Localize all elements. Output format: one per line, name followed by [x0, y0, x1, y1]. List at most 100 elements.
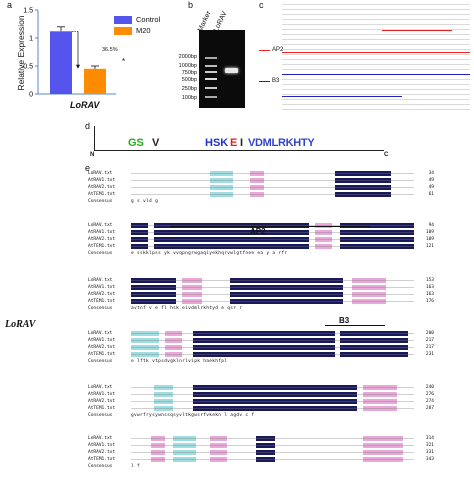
conservation-shading — [255, 449, 276, 455]
conservation-shading — [363, 456, 403, 462]
alignment-row: LoRAV.txt 200 — [88, 330, 434, 336]
conservation-shading — [334, 191, 392, 197]
conservation-shading — [150, 442, 165, 448]
alignment-row: AtRAV1.txt 217 — [88, 337, 434, 343]
marker-lane — [205, 30, 217, 108]
gel-image — [199, 30, 245, 108]
sequence-name: AtRAV2.txt — [88, 449, 116, 455]
logo-letters-v: V — [152, 137, 160, 149]
sequence-residues — [131, 337, 414, 343]
sequence-residues — [131, 236, 414, 242]
sequence-residues — [131, 344, 414, 350]
conservation-shading — [363, 449, 403, 455]
conservation-shading — [131, 344, 160, 350]
sequence-residues — [131, 170, 414, 176]
y-tick-label: 1.5 — [23, 8, 33, 15]
sequence-name: LoRAV.txt — [88, 384, 113, 390]
conservation-shading — [340, 236, 414, 242]
conservation-shading — [363, 405, 397, 411]
residue-line — [131, 172, 414, 174]
residue-line — [131, 245, 414, 247]
consensus-row: Consensus gvwrfrysywnssqsyvltkgwsrfvkekn … — [88, 412, 254, 418]
conservation-shading — [210, 184, 233, 190]
alignment-row: AtTEM1.txt 231 — [88, 351, 434, 357]
residue-position: 153 — [425, 277, 434, 283]
conservation-shading — [153, 222, 310, 228]
consensus-label: Consensus — [88, 358, 113, 364]
residue-position: 176 — [425, 298, 434, 304]
alignment-row: AtRAV2.txt 109 — [88, 236, 434, 242]
residue-line — [131, 437, 414, 439]
size-marker: 500bp — [181, 77, 197, 83]
lorav-band — [225, 68, 238, 73]
logo-letters-e: E — [230, 137, 238, 149]
sequence-name: AtTEM1.txt — [88, 405, 116, 411]
residue-line — [131, 400, 414, 402]
consensus-label: Consensus — [88, 412, 113, 418]
conservation-shading — [150, 456, 165, 462]
conservation-shading — [173, 435, 197, 441]
sequence-residues — [131, 391, 414, 397]
conservation-shading — [230, 298, 344, 304]
panel-b-label: b — [188, 0, 194, 10]
size-marker: 750bp — [181, 70, 197, 76]
alignment-row: AtTEM1.txt 343 — [88, 456, 434, 462]
sequence-residues — [131, 398, 414, 404]
logo-letters-gs: GS — [128, 137, 144, 149]
residue-line — [131, 451, 414, 453]
b3-pointer: B3 — [259, 78, 279, 84]
conservation-shading — [340, 229, 414, 235]
residue-position: 49 — [428, 177, 434, 183]
sequence-name: LoRAV.txt — [88, 435, 113, 441]
panel-a-bar-chart: 0 0.5 1 1.5 — [23, 8, 116, 99]
sequence-residues — [131, 384, 414, 390]
sequence-residues — [131, 442, 414, 448]
alignment-row: AtRAV2.txt 331 — [88, 449, 434, 455]
alignment-row: AtRAV1.txt 163 — [88, 284, 434, 290]
sequence-residues — [131, 284, 414, 290]
panel-a-label: a — [7, 0, 13, 10]
residue-position: 321 — [425, 442, 434, 448]
sequence-name: AtTEM1.txt — [88, 456, 116, 462]
sequence-residues — [131, 449, 414, 455]
conservation-shading — [249, 184, 264, 190]
conservation-shading — [153, 243, 310, 249]
conservation-shading — [153, 384, 174, 390]
sequence-name: LoRAV.txt — [88, 277, 113, 283]
alignment-row: LoRAV.txt 240 — [88, 384, 434, 390]
conservation-shading — [340, 243, 414, 249]
conservation-shading — [153, 405, 174, 411]
alignment-row: AtRAV1.txt 276 — [88, 391, 434, 397]
conservation-shading — [351, 298, 386, 304]
conservation-shading — [173, 449, 197, 455]
consensus-label: Consensus — [88, 198, 113, 204]
ap2-domain-label: AP2 — [272, 47, 284, 53]
conservation-shading — [193, 337, 335, 343]
sequence-name: AtRAV1.txt — [88, 337, 116, 343]
residue-position: 49 — [428, 184, 434, 190]
sequence-name: AtTEM1.txt — [88, 351, 116, 357]
conservation-shading — [131, 222, 148, 228]
conservation-shading — [131, 291, 177, 297]
sequence-residues — [131, 291, 414, 297]
b3-domain-bar-label: B3 — [339, 316, 350, 325]
y-axis-title: Relative Expression — [16, 15, 26, 91]
conservation-shading — [363, 435, 403, 441]
logo-x-axis — [94, 150, 384, 151]
consensus-sequence: l f — [131, 463, 141, 469]
consensus-row: Consensus avtnf v e fl hsk eivdmlrkhtyd e… — [88, 305, 242, 311]
conservation-shading — [255, 456, 276, 462]
residue-position: 314 — [425, 435, 434, 441]
conservation-shading — [164, 330, 182, 336]
legend-item-control: Control — [114, 14, 160, 25]
conservation-shading — [363, 391, 397, 397]
conservation-shading — [173, 442, 197, 448]
conservation-shading — [230, 277, 344, 283]
residue-line — [131, 407, 414, 409]
residue-line — [131, 293, 414, 295]
alignment-row: AtRAV2.txt 163 — [88, 291, 434, 297]
marker-band — [205, 57, 217, 59]
alignment-row: LoRAV.txt 153 — [88, 277, 434, 283]
sequence-name: AtRAV1.txt — [88, 229, 116, 235]
legend-label-control: Control — [136, 15, 161, 24]
